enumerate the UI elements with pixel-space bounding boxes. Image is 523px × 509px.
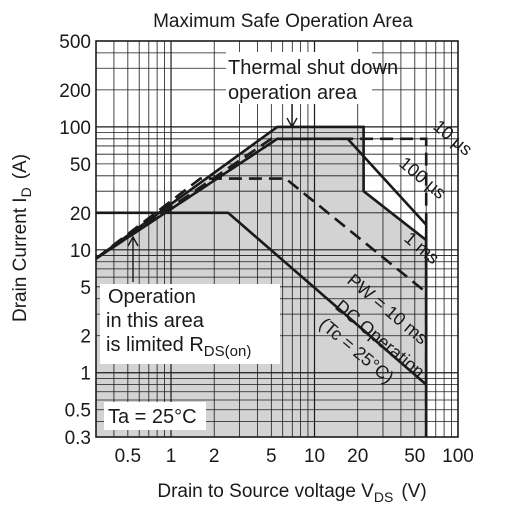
curve-label-100us: 100 µs: [395, 153, 450, 203]
rdson-annotation-arrow: [127, 235, 139, 282]
x-tick-label: 10: [304, 446, 325, 467]
y-axis-title-main: Drain Current I: [10, 197, 31, 322]
y-tick-label: 10: [70, 241, 91, 262]
x-tick-label: 20: [347, 446, 368, 467]
rdson-annotation-line3-sub: DS(on): [204, 343, 252, 360]
x-tick-label: 5: [266, 446, 277, 467]
x-axis-title-main: Drain to Source voltage V: [157, 481, 374, 502]
plot-frame: [95, 40, 459, 438]
y-tick-label: 0.5: [65, 401, 91, 422]
curve-1-ms: [95, 177, 428, 294]
curve-boundary: [95, 125, 428, 437]
rdson-annotation-line3-main: is limited R: [106, 334, 204, 356]
ta-annotation-box: [104, 402, 206, 430]
y-tick-label: 50: [70, 155, 91, 176]
chart-title: Maximum Safe Operation Area: [153, 11, 413, 32]
y-axis-title: Drain Current ID (A): [10, 154, 34, 322]
y-tick-label: 200: [59, 81, 91, 102]
thermal-annotation-line1: Thermal shut down: [228, 57, 398, 79]
rdson-annotation-line1: Operation: [108, 286, 196, 308]
thermal-annotation-line2: operation area: [228, 82, 358, 104]
y-axis-title-sub: D: [18, 187, 34, 197]
y-tick-label: 100: [59, 118, 91, 139]
y-axis-title-unit: (A): [10, 154, 31, 179]
tick-label-layer: 0.5 1 2 5 10 20 50 100 0.3 0.5 1 2 5 10 20 50 100 200 500: [59, 32, 474, 467]
curve-layer: [95, 125, 428, 437]
x-tick-label: 2: [209, 446, 220, 467]
y-tick-label: 500: [59, 32, 91, 53]
curve-dc-operation-tc-25-c: [96, 211, 428, 386]
safe-area-fill-layer: [96, 126, 427, 438]
thermal-annotation-arrow: [286, 104, 298, 129]
rdson-annotation-line2: in this area: [106, 310, 205, 332]
x-axis-title-unit: (V): [401, 481, 426, 502]
ta-annotation: Ta = 25°C: [108, 406, 197, 428]
rdson-annotation-line3: is limited RDS(on): [106, 334, 251, 360]
y-tick-label: 2: [80, 327, 91, 348]
grid-layer: [96, 41, 458, 437]
y-tick-label: 20: [70, 204, 91, 225]
x-tick-label: 0.5: [115, 446, 141, 467]
x-axis-title: Drain to Source voltage VDS (V): [157, 481, 426, 505]
y-tick-label: 0.3: [65, 428, 91, 449]
y-tick-label: 1: [80, 364, 91, 385]
thermal-annotation-box: [226, 52, 372, 104]
x-tick-label: 1: [166, 446, 177, 467]
rdson-annotation-box: [100, 284, 280, 364]
safe-operation-area-fill: [96, 126, 427, 438]
x-tick-label: 50: [404, 446, 425, 467]
y-tick-label: 5: [80, 278, 91, 299]
x-tick-label: 100: [442, 446, 474, 467]
curve-pw-10-ms: [95, 137, 312, 260]
x-axis-title-sub: DS: [374, 489, 393, 505]
curve-label-10us: 10 µs: [429, 116, 476, 160]
